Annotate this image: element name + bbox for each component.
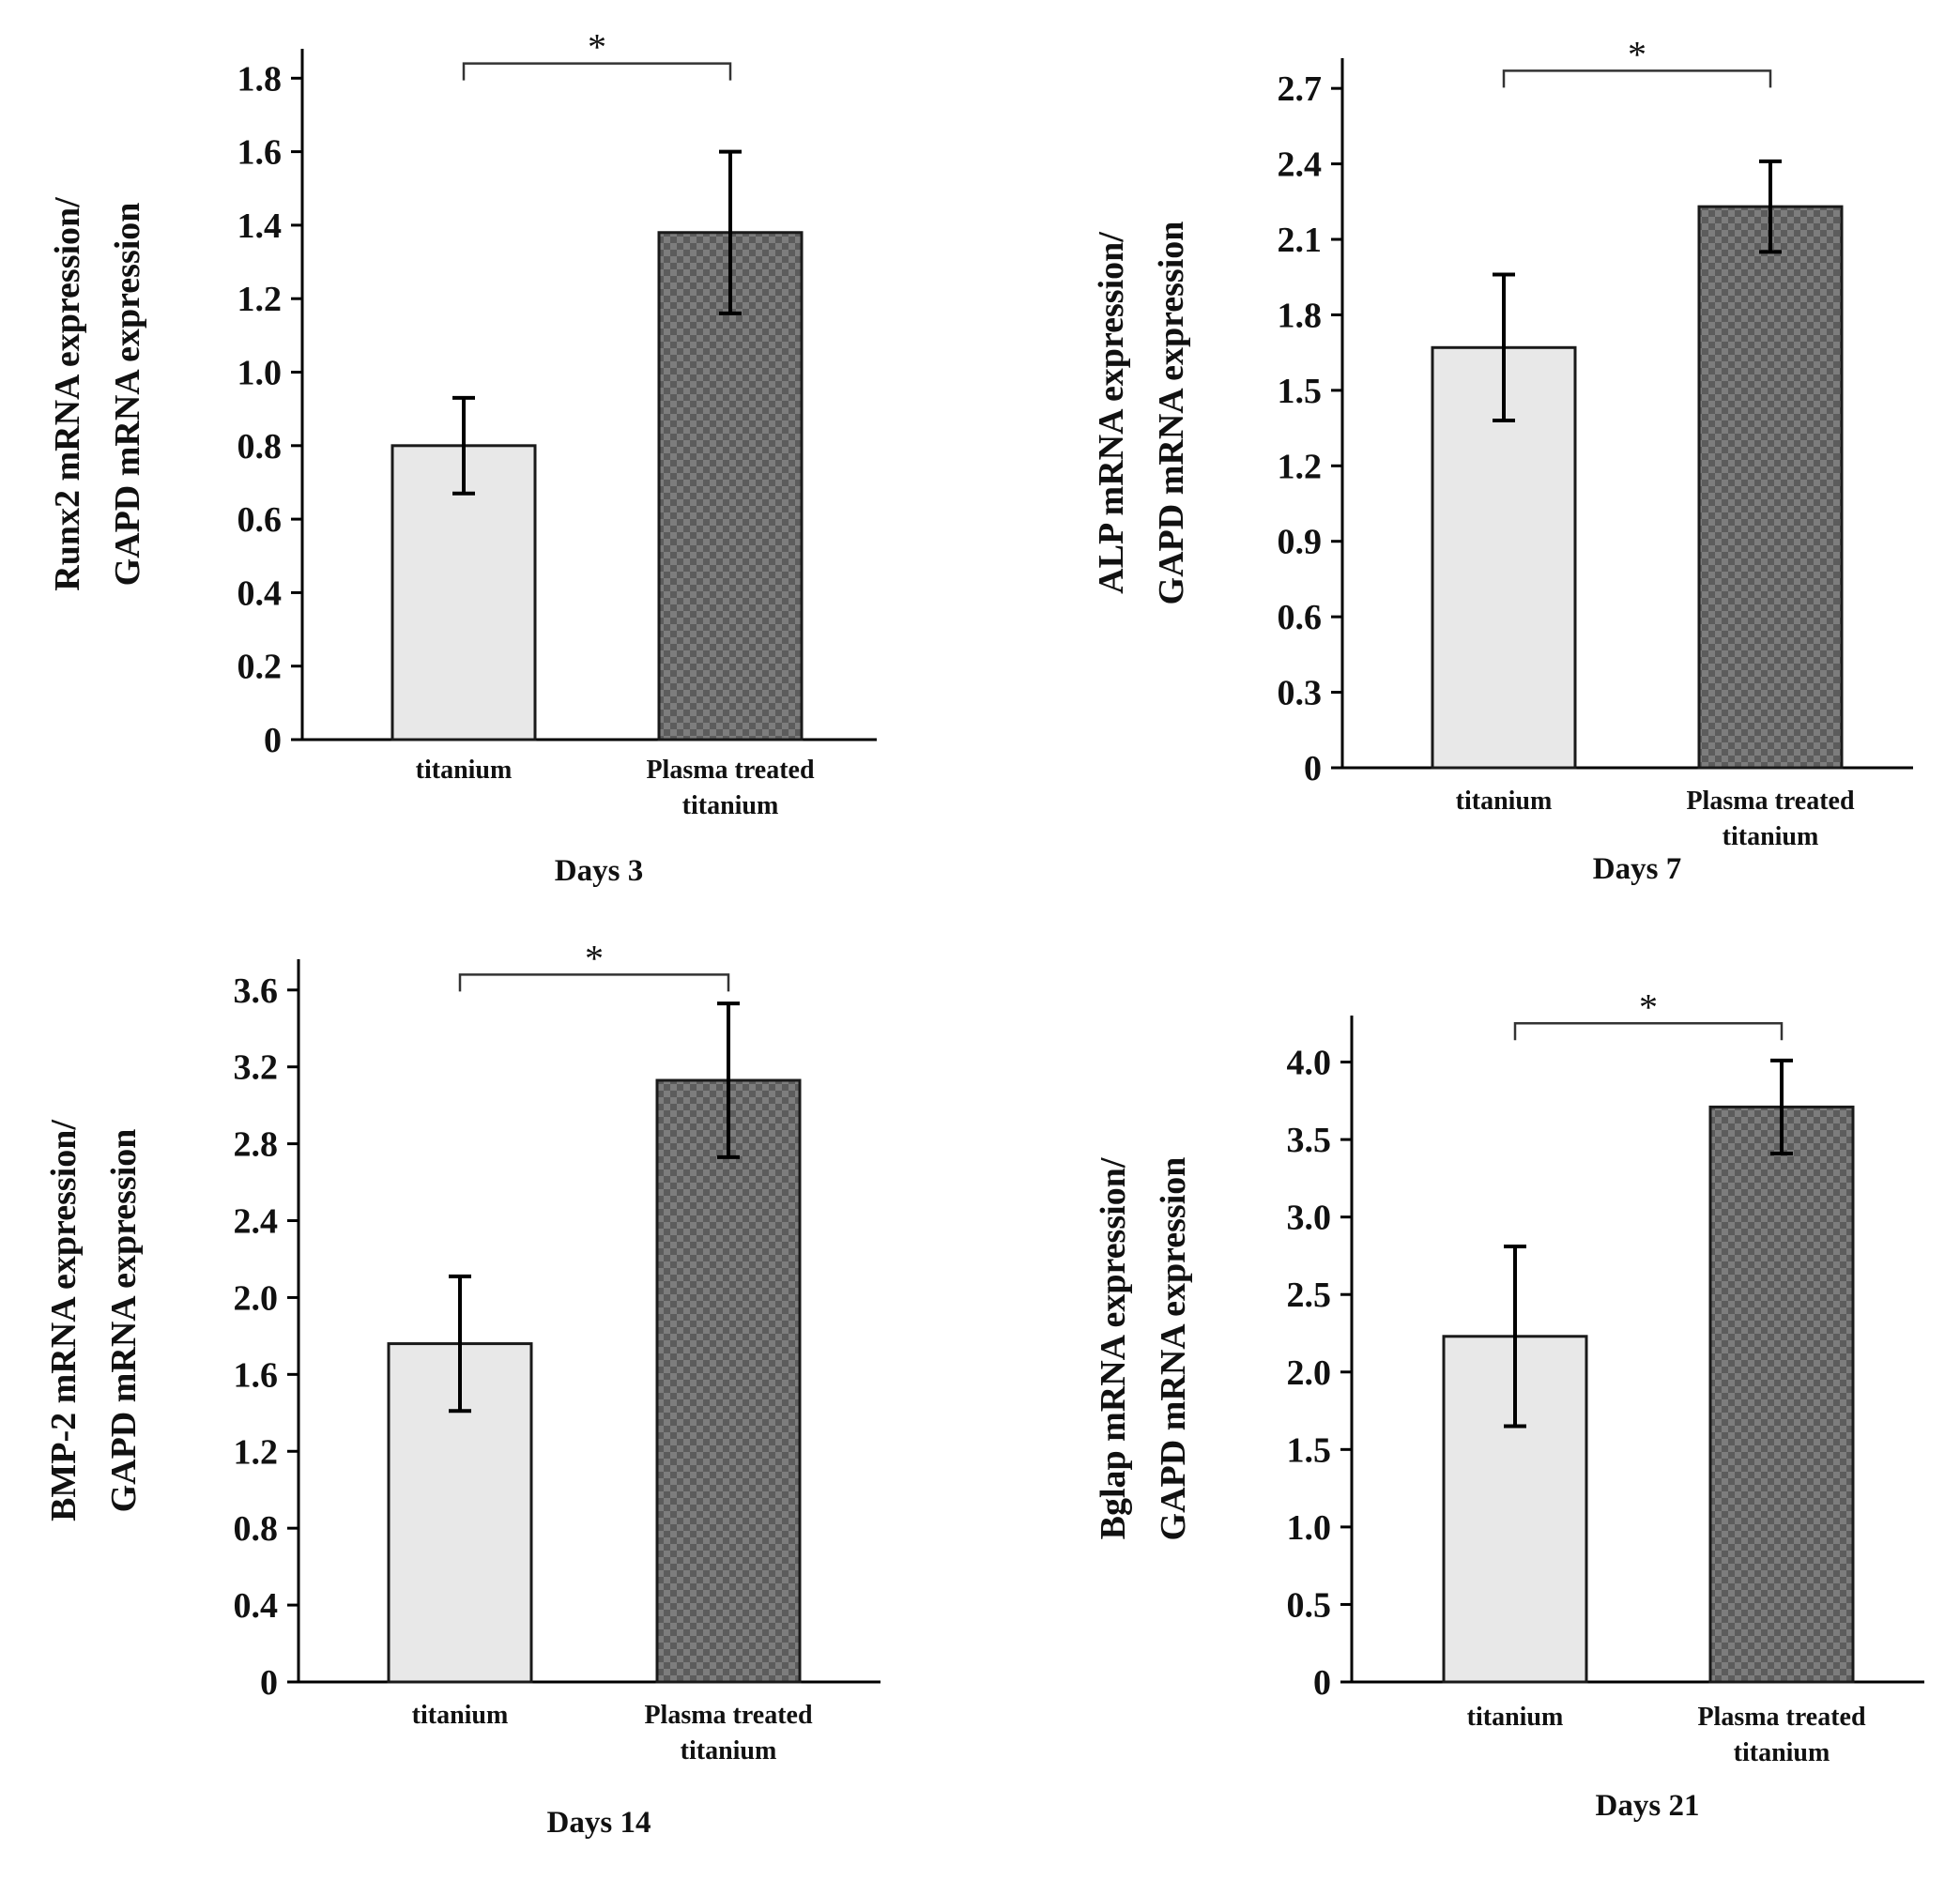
bar-plasma-treated bbox=[657, 231, 804, 741]
y-tick-label: 2.7 bbox=[1278, 69, 1323, 109]
y-axis-label: Runx2 mRNA expression/ bbox=[48, 197, 87, 591]
y-axis-label: ALP mRNA expression/ bbox=[1092, 232, 1131, 594]
chart-panel-bottom-left: 0 0.4 0.8 1.2 1.6 2.0 2.4 2.8 3.2 3.6 titanium Plas… bbox=[44, 937, 880, 1840]
x-category-label: Plasma treated bbox=[1697, 1703, 1866, 1732]
y-axis-label: Bglap mRNA expression/ bbox=[1094, 1157, 1133, 1539]
y-tick-label: 1.6 bbox=[234, 1355, 279, 1395]
y-tick-label: 0.2 bbox=[237, 648, 283, 687]
significance-marker: * bbox=[1639, 986, 1658, 1028]
y-tick-label: 0.3 bbox=[1278, 674, 1323, 713]
chart-title: Days 21 bbox=[1596, 1789, 1700, 1823]
significance-marker: * bbox=[588, 26, 606, 69]
y-tick-label: 1.6 bbox=[237, 133, 283, 173]
y-tick-label: 2.0 bbox=[234, 1278, 279, 1318]
y-tick-label: 0 bbox=[1313, 1663, 1331, 1703]
y-tick-label: 0.4 bbox=[237, 573, 283, 613]
y-tick-label: 3.6 bbox=[234, 971, 279, 1011]
y-axis-label: GAPD mRNA expression bbox=[108, 203, 147, 587]
y-tick-label: 0.6 bbox=[237, 500, 283, 540]
y-tick-label: 1.5 bbox=[1287, 1430, 1332, 1470]
y-axis-label: GAPD mRNA expression bbox=[1152, 222, 1191, 605]
y-tick-label: 1.2 bbox=[234, 1432, 279, 1472]
significance-bracket bbox=[1513, 1022, 1784, 1041]
significance-bracket bbox=[1502, 69, 1772, 88]
y-axis-label: GAPD mRNA expression bbox=[1154, 1157, 1193, 1541]
x-category-label: titanium bbox=[412, 1701, 509, 1730]
y-tick-label: 1.4 bbox=[237, 206, 283, 246]
y-tick-label: 0.9 bbox=[1278, 523, 1323, 562]
significance-bracket bbox=[462, 62, 732, 81]
chart-panel-bottom-right: 0 0.5 1.0 1.5 2.0 2.5 3.0 3.5 4.0 titanium Plasma … bbox=[1094, 986, 1924, 1823]
y-tick-label: 3.5 bbox=[1287, 1121, 1332, 1160]
significance-marker: * bbox=[1628, 33, 1646, 75]
y-tick-label: 0 bbox=[260, 1663, 278, 1703]
x-category-label: titanium bbox=[681, 1736, 777, 1765]
y-tick-label: 2.8 bbox=[234, 1125, 279, 1165]
x-category-label: titanium bbox=[1734, 1738, 1830, 1767]
y-tick-label: 0.8 bbox=[234, 1509, 279, 1549]
y-tick-label: 3.0 bbox=[1287, 1199, 1332, 1238]
y-tick-label: 1.0 bbox=[1287, 1508, 1332, 1548]
chart-panels: 0 0.2 0.4 0.6 0.8 1.0 1.2 1.4 1.6 1.8 titanium Plas… bbox=[44, 26, 1924, 1840]
y-tick-label: 0.4 bbox=[234, 1586, 279, 1626]
y-tick-label: 2.5 bbox=[1287, 1276, 1332, 1315]
y-tick-label: 1.0 bbox=[237, 354, 283, 393]
y-tick-label: 1.8 bbox=[237, 59, 283, 99]
y-tick-label: 0.5 bbox=[1287, 1585, 1332, 1625]
significance-bracket bbox=[458, 973, 730, 992]
x-category-label: titanium bbox=[1467, 1703, 1564, 1732]
y-tick-label: 1.8 bbox=[1278, 296, 1323, 335]
chart-panel-top-right: 0 0.3 0.6 0.9 1.2 1.5 1.8 2.1 2.4 2.7 titanium Plas… bbox=[1092, 33, 1913, 886]
y-tick-label: 2.4 bbox=[1278, 145, 1323, 185]
y-tick-label: 4.0 bbox=[1287, 1044, 1332, 1083]
x-category-label: titanium bbox=[1456, 787, 1553, 816]
y-tick-label: 1.2 bbox=[1278, 447, 1323, 486]
chart-title: Days 7 bbox=[1593, 852, 1681, 886]
y-tick-label: 3.2 bbox=[234, 1048, 279, 1088]
bar-plasma-treated bbox=[1708, 1105, 1855, 1684]
chart-title: Days 14 bbox=[547, 1806, 651, 1840]
x-category-label: Plasma treated bbox=[646, 756, 815, 785]
x-category-label: titanium bbox=[682, 791, 779, 820]
y-tick-label: 2.1 bbox=[1278, 221, 1323, 260]
chart-panel-top-left: 0 0.2 0.4 0.6 0.8 1.0 1.2 1.4 1.6 1.8 titanium Plas… bbox=[48, 26, 877, 888]
chart-title: Days 3 bbox=[555, 854, 643, 888]
bar-plasma-treated bbox=[655, 1078, 802, 1684]
x-category-label: titanium bbox=[1723, 822, 1819, 851]
y-tick-label: 0 bbox=[1304, 749, 1322, 788]
y-tick-label: 1.2 bbox=[237, 280, 283, 319]
y-tick-label: 0 bbox=[264, 721, 282, 760]
y-axis-label: GAPD mRNA expression bbox=[104, 1129, 144, 1513]
significance-marker: * bbox=[585, 937, 604, 979]
y-tick-label: 0.6 bbox=[1278, 598, 1323, 637]
y-tick-label: 2.4 bbox=[234, 1202, 279, 1242]
y-axis-label: BMP-2 mRNA expression/ bbox=[44, 1120, 84, 1521]
x-category-label: titanium bbox=[416, 756, 513, 785]
bar-plasma-treated bbox=[1697, 205, 1844, 770]
y-tick-label: 2.0 bbox=[1287, 1353, 1332, 1393]
x-category-label: Plasma treated bbox=[644, 1701, 813, 1730]
y-tick-label: 0.8 bbox=[237, 427, 283, 466]
y-tick-label: 1.5 bbox=[1278, 372, 1323, 411]
x-category-label: Plasma treated bbox=[1686, 787, 1855, 816]
